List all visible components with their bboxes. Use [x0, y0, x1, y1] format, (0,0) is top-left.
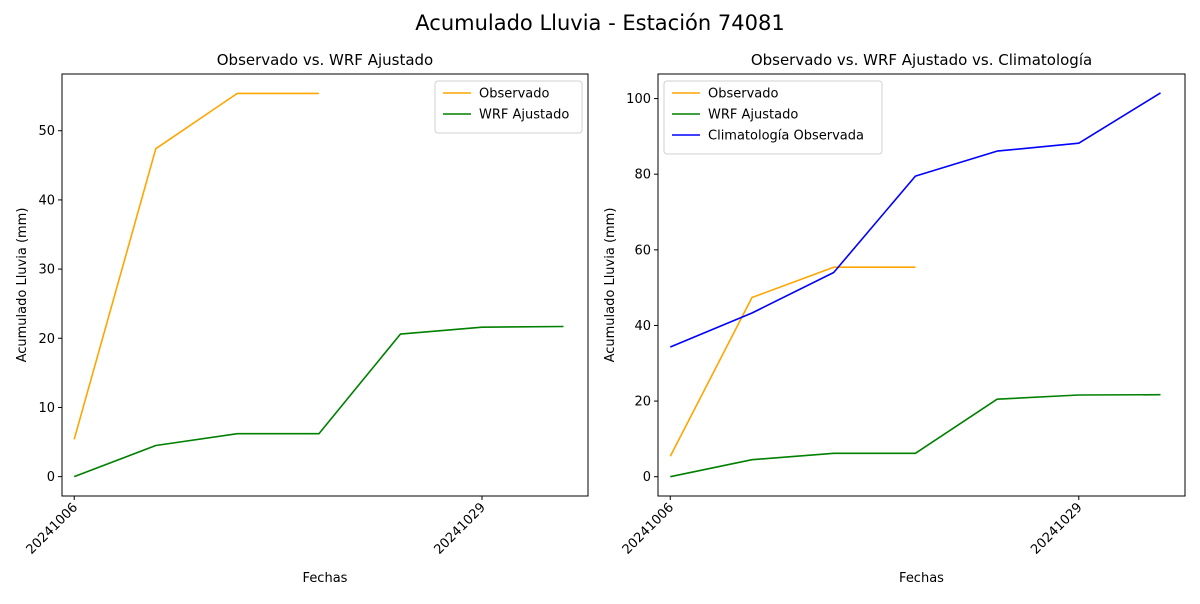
- right-chart-ytick-label: 60: [634, 243, 651, 258]
- left-chart-legend: Observado WRF Ajustado: [434, 80, 583, 134]
- right-chart-axes-frame: [657, 73, 1186, 497]
- left-chart-ytick-label: 40: [38, 193, 55, 208]
- left-chart-ytick-label: 50: [38, 124, 55, 139]
- left-chart-ylabel: Acumulado Lluvia (mm): [15, 208, 30, 363]
- right-chart-xtick-label: 20241006: [620, 500, 677, 557]
- left-chart-axes-frame: [61, 73, 589, 497]
- right-chart-ytick-label: 80: [634, 168, 651, 183]
- left-chart-ytick-label: 0: [47, 470, 55, 485]
- right-chart-legend-label: WRF Ajustado: [708, 108, 798, 123]
- right-chart-ylabel: Acumulado Lluvia (mm): [603, 208, 618, 363]
- right-chart-series-line-0: [669, 266, 916, 457]
- right-chart-ytick-label: 40: [634, 319, 651, 334]
- right-chart-ytick-label: 0: [643, 470, 651, 485]
- right-chart-series-line-1: [670, 393, 1161, 478]
- left-chart-series-line-1: [73, 325, 564, 478]
- left-chart-ytick-label: 30: [38, 263, 55, 278]
- figure-suptitle: Acumulado Lluvia - Estación 74081: [415, 11, 784, 35]
- right-chart-legend-box: [663, 80, 883, 155]
- left-chart-ytick-label: 20: [38, 332, 55, 347]
- right-chart: Observado vs. WRF Ajustado vs. Climatolo…: [603, 51, 1186, 586]
- left-chart-xtick-label: 20241029: [431, 500, 488, 557]
- left-chart-xlabel: Fechas: [303, 571, 348, 586]
- right-chart-legend-label: Climatología Observada: [708, 129, 864, 144]
- left-chart: Observado vs. WRF Ajustado Fechas Acumul…: [15, 51, 589, 586]
- left-chart-legend-label: WRF Ajustado: [479, 108, 569, 123]
- left-chart-series-line-0: [73, 92, 319, 440]
- left-chart-xtick-label: 20241006: [24, 500, 81, 557]
- left-chart-title: Observado vs. WRF Ajustado: [217, 51, 433, 69]
- right-chart-series-line-2: [669, 92, 1161, 348]
- right-chart-xlabel: Fechas: [899, 571, 944, 586]
- right-chart-legend-label: Observado: [708, 87, 779, 102]
- right-chart-title: Observado vs. WRF Ajustado vs. Climatolo…: [751, 51, 1092, 69]
- right-chart-ytick-label: 20: [634, 395, 651, 410]
- right-chart-ytick-label: 100: [626, 92, 651, 107]
- left-chart-legend-label: Observado: [479, 87, 550, 102]
- left-chart-legend-box: [434, 80, 583, 134]
- right-chart-legend: Observado WRF Ajustado Climatología Observ…: [663, 80, 883, 155]
- left-chart-ytick-label: 10: [38, 401, 55, 416]
- right-chart-xtick-label: 20241029: [1028, 500, 1085, 557]
